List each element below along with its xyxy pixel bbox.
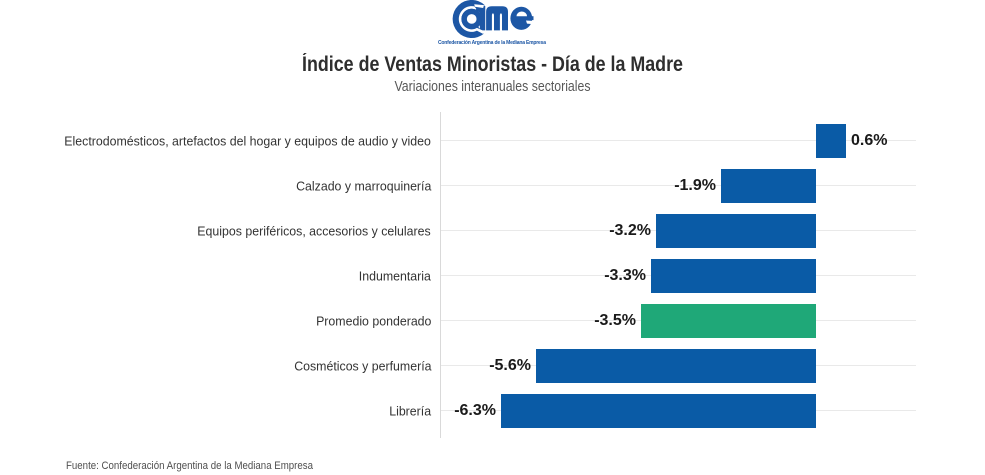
svg-text:Confederación Argentina de la: Confederación Argentina de la Mediana Em…: [438, 40, 546, 46]
